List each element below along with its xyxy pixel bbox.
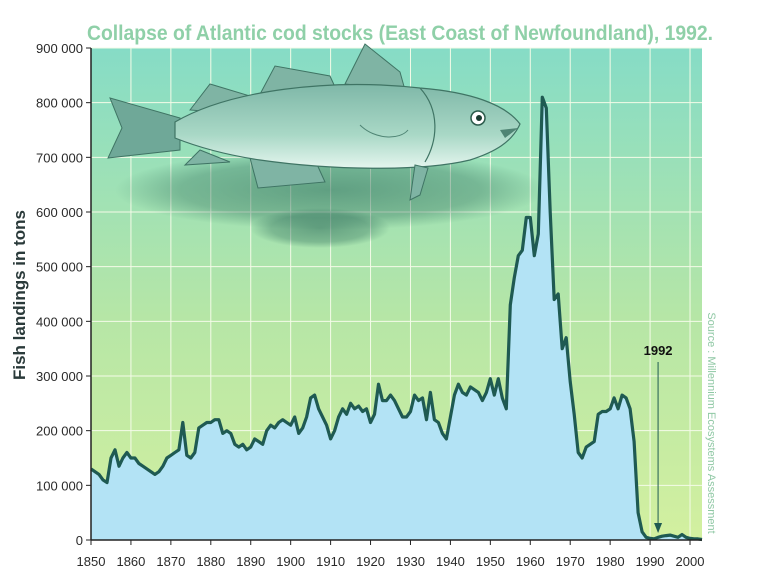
x-tick-label: 1890 [236, 554, 265, 569]
annotation-label: 1992 [644, 343, 673, 358]
x-tick-label: 1880 [196, 554, 225, 569]
x-tick-label: 1960 [516, 554, 545, 569]
y-tick-labels: 0 100 000 200 000 300 000 400 000 500 000 600 … [36, 41, 91, 548]
x-tick-label: 1850 [77, 554, 106, 569]
source-note: Source : Millennium Ecosystems Assessmen… [705, 312, 717, 533]
y-tick-label: 500 000 [36, 260, 83, 275]
x-tick-label: 1950 [476, 554, 505, 569]
y-tick-label: 0 [76, 533, 83, 548]
fish-shadow-tail [250, 208, 390, 248]
x-tick-label: 1980 [596, 554, 625, 569]
y-tick-label: 200 000 [36, 424, 83, 439]
x-tick-label: 2000 [676, 554, 705, 569]
y-axis-label: Fish landings in tons [10, 210, 29, 380]
x-tick-label: 1990 [636, 554, 665, 569]
x-tick-label: 1910 [316, 554, 345, 569]
y-tick-label: 400 000 [36, 314, 83, 329]
annotation-arrowhead [654, 523, 663, 533]
y-tick-label: 800 000 [36, 96, 83, 111]
collapse-annotation: 1992 [644, 343, 673, 533]
chart-title: Collapse of Atlantic cod stocks (East Co… [87, 22, 713, 45]
x-tick-label: 1930 [396, 554, 425, 569]
y-tick-label: 300 000 [36, 369, 83, 384]
y-tick-label: 700 000 [36, 150, 83, 165]
cod-fish-illustration [107, 43, 521, 201]
x-tick-label: 1860 [116, 554, 145, 569]
y-tick-label: 100 000 [36, 478, 83, 493]
y-tick-label: 900 000 [36, 41, 83, 56]
fish-shadow [115, 150, 545, 230]
y-tick-label: 600 000 [36, 205, 83, 220]
x-tick-label: 1900 [276, 554, 305, 569]
landings-line [90, 95, 703, 542]
x-tick-label: 1870 [156, 554, 185, 569]
x-tick-label: 1920 [356, 554, 385, 569]
x-tick-labels: 1850 1860 1870 1880 1890 1900 1910 1920 1930 1940… [77, 540, 705, 569]
x-tick-label: 1940 [436, 554, 465, 569]
x-tick-label: 1970 [556, 554, 585, 569]
